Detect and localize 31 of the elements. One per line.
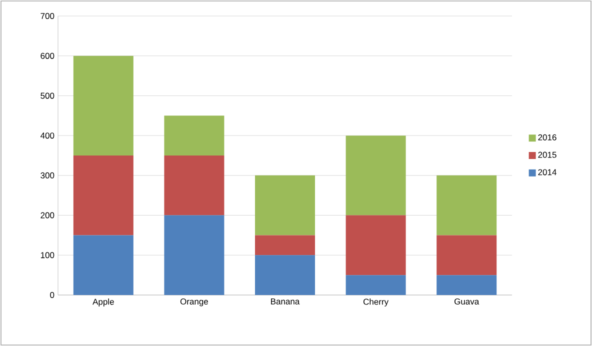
y-tick-label: 200: [40, 212, 54, 218]
bar: [73, 235, 134, 295]
x-tick-label: Guava: [454, 298, 480, 305]
y-tick-label: 500: [40, 92, 54, 99]
bar: [164, 215, 224, 295]
bar: [255, 255, 316, 295]
bar: [346, 275, 406, 295]
y-tick-label: 700: [40, 12, 54, 20]
bar: [73, 56, 134, 156]
bar: [346, 215, 406, 276]
bar: [346, 136, 406, 216]
bar: [255, 235, 316, 256]
y-tick-label: 400: [40, 132, 54, 139]
y-tick-label: 600: [40, 52, 54, 59]
bar: [436, 275, 497, 295]
y-tick-label: 300: [40, 172, 54, 178]
x-tick-label: Orange: [180, 298, 208, 306]
bar: [255, 175, 316, 236]
bar: [436, 175, 497, 236]
legend-label: 2015: [538, 152, 556, 158]
bar: [164, 156, 224, 216]
bar: [436, 235, 497, 276]
y-tick-label: 0: [50, 292, 54, 298]
bar: [164, 116, 224, 156]
x-tick-label: Cherry: [363, 298, 389, 306]
y-tick-label: 100: [40, 252, 54, 258]
bar: [73, 156, 134, 236]
legend-label: 2014: [538, 169, 556, 176]
legend-label: 2016: [538, 134, 556, 140]
x-tick-label: Apple: [92, 298, 114, 306]
x-tick-label: Banana: [271, 298, 300, 304]
